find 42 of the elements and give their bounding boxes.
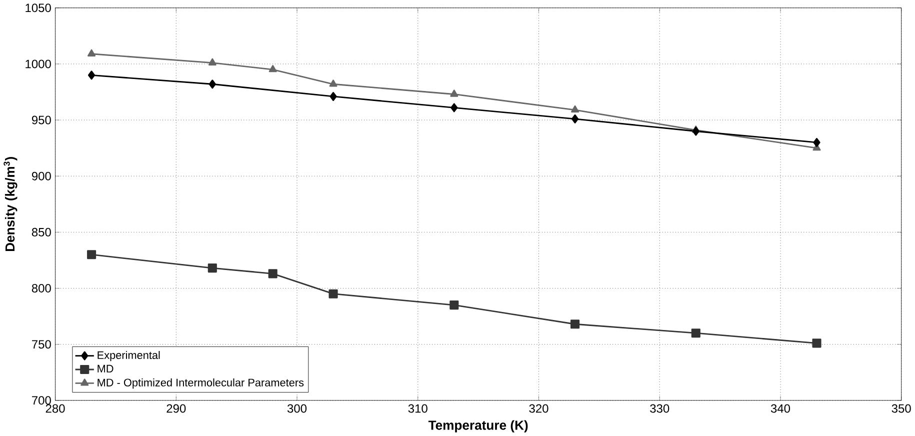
- point: [208, 58, 216, 66]
- point: [692, 126, 700, 136]
- point: [87, 250, 96, 260]
- legend-label: MD: [98, 364, 114, 372]
- point: [328, 289, 338, 298]
- legend-label: Experimental: [98, 351, 160, 362]
- x-tick-label: 320: [529, 404, 548, 413]
- point: [330, 92, 337, 101]
- point: [268, 65, 277, 72]
- y-tick-label: 1000: [26, 60, 51, 68]
- y-tick-label: 750: [32, 340, 51, 349]
- x-tick-label: 330: [650, 404, 670, 413]
- point: [571, 114, 579, 124]
- legend-label: MD - Optimized Intermolecular Parameters: [98, 378, 304, 389]
- y-tick-label: 800: [32, 284, 51, 292]
- point: [268, 269, 278, 278]
- x-tick-label: 340: [770, 404, 790, 413]
- x-tick-label: 350: [892, 404, 911, 413]
- point: [450, 103, 458, 112]
- point: [691, 328, 700, 338]
- point: [88, 70, 96, 80]
- point: [208, 80, 216, 89]
- y-tick-label: 950: [32, 116, 51, 124]
- y-tick-label: 1050: [26, 4, 51, 12]
- y-tick-label: 700: [32, 396, 51, 405]
- point: [450, 90, 458, 97]
- point: [450, 300, 459, 310]
- y-tick-label: 850: [32, 228, 51, 236]
- x-axis-title: Temperature (K): [428, 420, 528, 432]
- point: [570, 105, 580, 113]
- x-tick-label: 310: [408, 404, 428, 413]
- point: [570, 320, 580, 329]
- x-tick-label: 290: [166, 404, 186, 413]
- point: [813, 138, 820, 147]
- point: [812, 338, 822, 348]
- point: [208, 264, 217, 273]
- point: [88, 49, 96, 56]
- y-axis-title: Density (kg/m$^{3}$): [4, 156, 18, 252]
- y-tick-label: 900: [32, 172, 51, 180]
- x-tick-label: 300: [287, 404, 307, 413]
- x-tick-label: 280: [46, 404, 65, 413]
- point: [329, 80, 338, 87]
